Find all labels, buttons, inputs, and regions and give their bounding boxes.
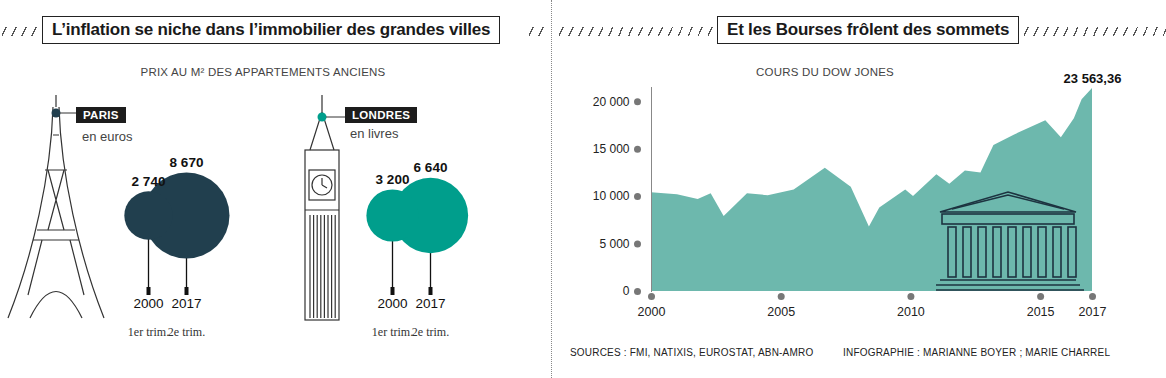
svg-text:2000: 2000 bbox=[377, 296, 407, 311]
svg-text:10 000: 10 000 bbox=[593, 189, 630, 203]
html-text:PARIS: PARIS bbox=[83, 109, 119, 121]
svg-text:2000: 2000 bbox=[133, 296, 163, 311]
html-text:en euros: en euros bbox=[82, 129, 133, 144]
html-text:COURS DU DOW JONES: COURS DU DOW JONES bbox=[756, 66, 894, 78]
svg-text:1er trim.: 1er trim. bbox=[128, 325, 169, 339]
svg-text:5 000: 5 000 bbox=[599, 237, 629, 251]
svg-text:2 740: 2 740 bbox=[132, 174, 166, 189]
svg-text:2017: 2017 bbox=[1079, 305, 1107, 319]
svg-text:2e trim.: 2e trim. bbox=[168, 325, 205, 339]
html-text:PRIX AU M² DES APPARTEMENTS AN: PRIX AU M² DES APPARTEMENTS ANCIENS bbox=[140, 66, 386, 78]
svg-text:3 200: 3 200 bbox=[376, 172, 410, 187]
html-text:LONDRES: LONDRES bbox=[352, 109, 411, 121]
html-text:INFOGRAPHIE : MARIANNE BOYER ;: INFOGRAPHIE : MARIANNE BOYER ; MARIE CHA… bbox=[843, 347, 1111, 358]
svg-text:2017: 2017 bbox=[415, 296, 445, 311]
svg-text:2e trim.: 2e trim. bbox=[412, 325, 449, 339]
svg-text:0: 0 bbox=[623, 284, 630, 298]
svg-text:1er trim.: 1er trim. bbox=[372, 325, 413, 339]
svg-text:20 000: 20 000 bbox=[593, 95, 630, 109]
html-text:Et les Bourses frôlent des som: Et les Bourses frôlent des sommets bbox=[727, 20, 1010, 39]
html-text:en livres: en livres bbox=[350, 126, 399, 141]
svg-text:2015: 2015 bbox=[1027, 305, 1055, 319]
html-text:L’inflation se niche dans l’im: L’inflation se niche dans l’immobilier d… bbox=[52, 20, 491, 39]
svg-text:6 640: 6 640 bbox=[414, 160, 448, 175]
svg-text:15 000: 15 000 bbox=[593, 142, 630, 156]
svg-text:2005: 2005 bbox=[767, 305, 795, 319]
svg-text:2010: 2010 bbox=[897, 305, 925, 319]
svg-text:2017: 2017 bbox=[171, 296, 201, 311]
svg-text:8 670: 8 670 bbox=[170, 155, 204, 170]
svg-text:23 563,36: 23 563,36 bbox=[1064, 71, 1122, 86]
svg-text:2000: 2000 bbox=[638, 305, 666, 319]
html-text:SOURCES : FMI, NATIXIS, EUROST: SOURCES : FMI, NATIXIS, EUROSTAT, ABN-AM… bbox=[570, 347, 814, 358]
